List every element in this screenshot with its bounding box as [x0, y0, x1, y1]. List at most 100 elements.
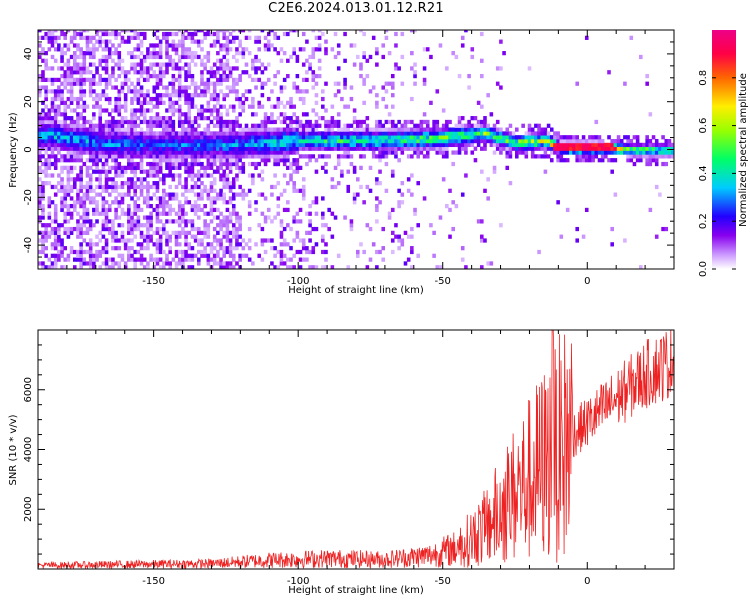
spectrogram-cell	[464, 150, 468, 155]
spectrogram-cell	[123, 242, 128, 247]
spectrogram-cell	[216, 35, 220, 40]
spectrogram-cell	[209, 246, 214, 251]
spectrogram-cell	[359, 131, 363, 136]
spectrogram-cell	[231, 54, 236, 60]
spectrogram-cell	[301, 246, 306, 251]
spectrogram-cell	[53, 158, 58, 163]
spectrogram-cell	[260, 123, 265, 128]
spectrogram-cell	[174, 238, 179, 243]
spectrogram-cell	[72, 35, 77, 40]
spectrogram-cell	[79, 188, 83, 193]
spectrogram-cell	[158, 70, 163, 75]
spectrogram-cell	[222, 253, 227, 258]
spectrogram-cell	[139, 184, 144, 190]
spectrogram-cell	[397, 138, 401, 144]
spectrogram-cell	[282, 253, 287, 258]
spectrogram-cell	[136, 31, 141, 37]
spectrogram-cell	[76, 192, 80, 197]
spectrogram-cell	[219, 158, 223, 163]
spectrogram-cell	[314, 242, 319, 247]
spectrogram-cell	[216, 39, 220, 44]
spectrogram-cell	[235, 119, 239, 125]
spectrogram-cell	[69, 66, 74, 71]
spectrogram-cell	[454, 135, 459, 140]
spectrogram-cell	[228, 47, 233, 52]
spectrogram-cell	[72, 81, 77, 86]
spectrogram-cell	[235, 66, 239, 71]
spectrogram-cell	[53, 161, 58, 167]
spectrogram-cell	[451, 150, 455, 155]
spectrogram-cell	[41, 112, 45, 117]
spectrogram-cell	[165, 54, 169, 60]
spectrogram-cell	[184, 127, 188, 132]
spectrogram-cell	[658, 192, 662, 197]
spectrogram-cell	[432, 127, 436, 132]
spectrogram-cell	[174, 47, 179, 52]
spectrogram-cell	[251, 66, 255, 71]
spectrogram-cell	[57, 104, 61, 109]
spectrogram-cell	[327, 123, 331, 128]
spectrogram-cell	[117, 253, 122, 258]
spectrogram-cell	[47, 154, 52, 159]
spectrogram-cell	[327, 127, 331, 132]
spectrogram-cell	[266, 131, 271, 136]
spectrogram-cell	[219, 146, 223, 151]
spectrogram-cell	[111, 127, 115, 132]
spectrogram-cell	[308, 203, 312, 209]
spectrogram-cell	[139, 108, 144, 113]
spectrogram-cell	[88, 39, 93, 44]
spectrogram-cell	[101, 66, 106, 71]
spectrogram-cell	[365, 135, 370, 140]
spectrogram-cell	[282, 173, 287, 178]
spectrogram-cell	[390, 123, 395, 128]
spectrogram-cell	[101, 138, 106, 144]
spectrogram-cell	[241, 127, 246, 132]
spectrogram-cell	[219, 257, 223, 262]
spectrogram-cell	[371, 131, 376, 136]
spectrogram-cell	[82, 93, 87, 98]
spectrogram-cell	[225, 66, 230, 71]
spectrogram-cell	[209, 161, 214, 167]
spectrogram-cell	[292, 219, 296, 224]
spectrogram-cell	[219, 127, 223, 132]
spectrogram-cell	[305, 89, 309, 94]
spectrogram-cell	[76, 62, 80, 67]
spectrogram-cell	[114, 31, 118, 37]
spectrogram-cell	[187, 200, 192, 205]
spectrogram-cell	[50, 138, 55, 144]
spectrogram-cell	[98, 150, 102, 155]
spectrogram-cell	[521, 150, 525, 155]
spectrogram-cell	[457, 131, 462, 136]
spectrogram-cell	[228, 181, 233, 186]
spectrogram-cell	[133, 181, 137, 186]
spectrogram-cell	[390, 146, 395, 151]
spectrogram-cell	[127, 253, 131, 258]
spectrogram-cell	[101, 31, 106, 37]
spectrogram-cell	[146, 246, 150, 251]
spectrogram-cell	[38, 35, 42, 40]
spectrogram-cell	[162, 261, 166, 266]
spectrogram-cell	[247, 161, 252, 167]
x-tick-label: -150	[142, 576, 165, 587]
spectrogram-cell	[241, 188, 246, 193]
spectrogram-cell	[429, 138, 433, 144]
spectrogram-cell	[381, 246, 386, 251]
spectrogram-cell	[187, 93, 192, 98]
spectrogram-cell	[359, 73, 363, 79]
spectrogram-cell	[390, 230, 395, 235]
spectrogram-cell	[228, 246, 233, 251]
spectrogram-cell	[149, 234, 153, 239]
spectrogram-cell	[104, 154, 109, 159]
spectrogram-cell	[435, 89, 440, 94]
spectrogram-cell	[467, 131, 471, 136]
spectrogram-cell	[162, 196, 166, 201]
spectrogram-cell	[50, 173, 55, 178]
spectrogram-cell	[165, 123, 169, 128]
spectrogram-cell	[203, 150, 207, 155]
spectrogram-cell	[92, 47, 96, 52]
spectrogram-cell	[419, 119, 424, 125]
spectrogram-cell	[133, 35, 137, 40]
spectrogram-cell	[231, 265, 236, 269]
spectrogram-cell	[152, 165, 157, 170]
spectrogram-cell	[149, 51, 153, 56]
